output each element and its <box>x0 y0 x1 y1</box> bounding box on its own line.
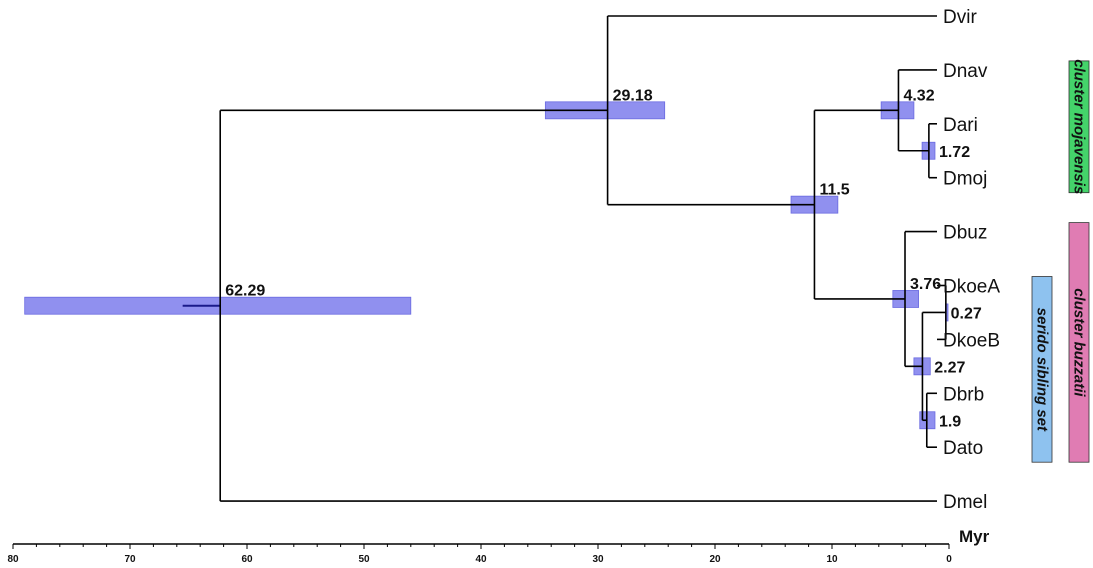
axis-tick-label: 70 <box>124 554 136 565</box>
taxon-labels: Dvir Dnav Dari Dmoj Dbuz DkoeA DkoeB Dbrb Dato Dm… <box>943 7 1000 513</box>
axis-tick-label: 30 <box>592 554 604 565</box>
taxon-label-dmoj: Dmoj <box>943 169 987 190</box>
taxon-label-dato: Dato <box>943 438 983 459</box>
node-age-n027: 0.27 <box>951 305 982 322</box>
taxon-label-dmel: Dmel <box>943 492 987 513</box>
clade-brackets: cluster mojavensis cluster buzzatii serido… <box>1031 59 1090 463</box>
axis-tick-label: 60 <box>241 554 253 565</box>
taxon-label-dvir: Dvir <box>943 7 977 28</box>
axis-tick-label: 40 <box>475 554 487 565</box>
node-age-n29: 29.18 <box>613 87 653 104</box>
node-age-n172: 1.72 <box>939 144 970 161</box>
axis-tick-label: 20 <box>709 554 721 565</box>
clade-label: serido sibling set <box>1034 308 1051 432</box>
node-age-n62: 62.29 <box>225 283 265 300</box>
taxon-label-dnav: Dnav <box>943 61 988 82</box>
clade-serido-sibling-set: serido sibling set <box>1031 276 1053 463</box>
confidence-interval-bars <box>24 101 949 430</box>
axis-tick-label: 50 <box>358 554 370 565</box>
node-age-n19: 1.9 <box>939 413 961 430</box>
axis-tick-label: 10 <box>826 554 838 565</box>
clade-label: cluster mojavensis <box>1071 59 1088 194</box>
node-age-n11: 11.5 <box>819 182 849 199</box>
time-axis: 80 70 60 50 40 30 20 10 0 Myr <box>7 527 989 565</box>
axis-tick-label: 0 <box>946 554 952 565</box>
axis-tick-label: 80 <box>7 554 19 565</box>
clade-cluster-mojavensis: cluster mojavensis <box>1068 59 1090 194</box>
clade-bar <box>1031 276 1053 463</box>
taxon-label-dbrb: Dbrb <box>943 384 984 405</box>
clade-cluster-buzzatii: cluster buzzatii <box>1068 222 1090 463</box>
node-age-n376: 3.76 <box>910 276 941 293</box>
clade-bar <box>1068 60 1090 194</box>
taxon-label-dkoea: DkoeA <box>943 277 1000 298</box>
node-age-n4: 4.32 <box>903 87 934 104</box>
node-age-labels: 62.29 29.18 11.5 4.32 1.72 3.76 2.27 0.27 1.9 <box>225 87 982 430</box>
taxon-label-dari: Dari <box>943 115 978 136</box>
axis-unit-label: Myr <box>959 527 990 546</box>
clade-bar <box>1068 222 1090 463</box>
tree-branches <box>182 15 947 502</box>
taxon-label-dkoeb: DkoeB <box>943 330 1000 351</box>
node-age-n227: 2.27 <box>934 359 965 376</box>
clade-label: cluster buzzatii <box>1071 288 1088 397</box>
taxon-label-dbuz: Dbuz <box>943 223 987 244</box>
